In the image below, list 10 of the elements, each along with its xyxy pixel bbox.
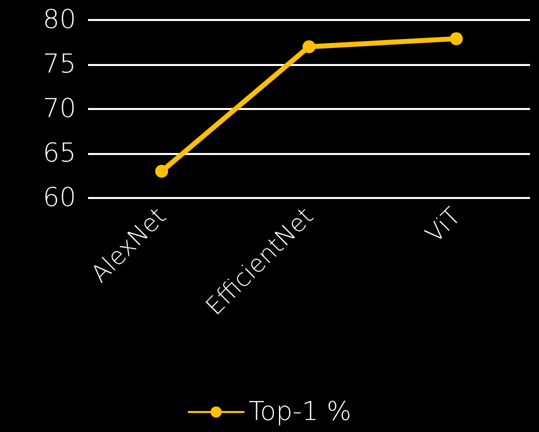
- x-tick-label: ViT: [420, 202, 466, 248]
- y-tick-label: 65: [42, 138, 76, 168]
- y-tick-label: 75: [42, 50, 76, 80]
- legend-label: Top-1 %: [248, 397, 352, 427]
- point: [302, 40, 316, 54]
- y-tick-label: 80: [42, 5, 76, 35]
- y-tick-label: 60: [42, 183, 76, 213]
- point: [155, 164, 168, 178]
- point: [450, 32, 463, 46]
- y-tick-label: 70: [42, 94, 76, 124]
